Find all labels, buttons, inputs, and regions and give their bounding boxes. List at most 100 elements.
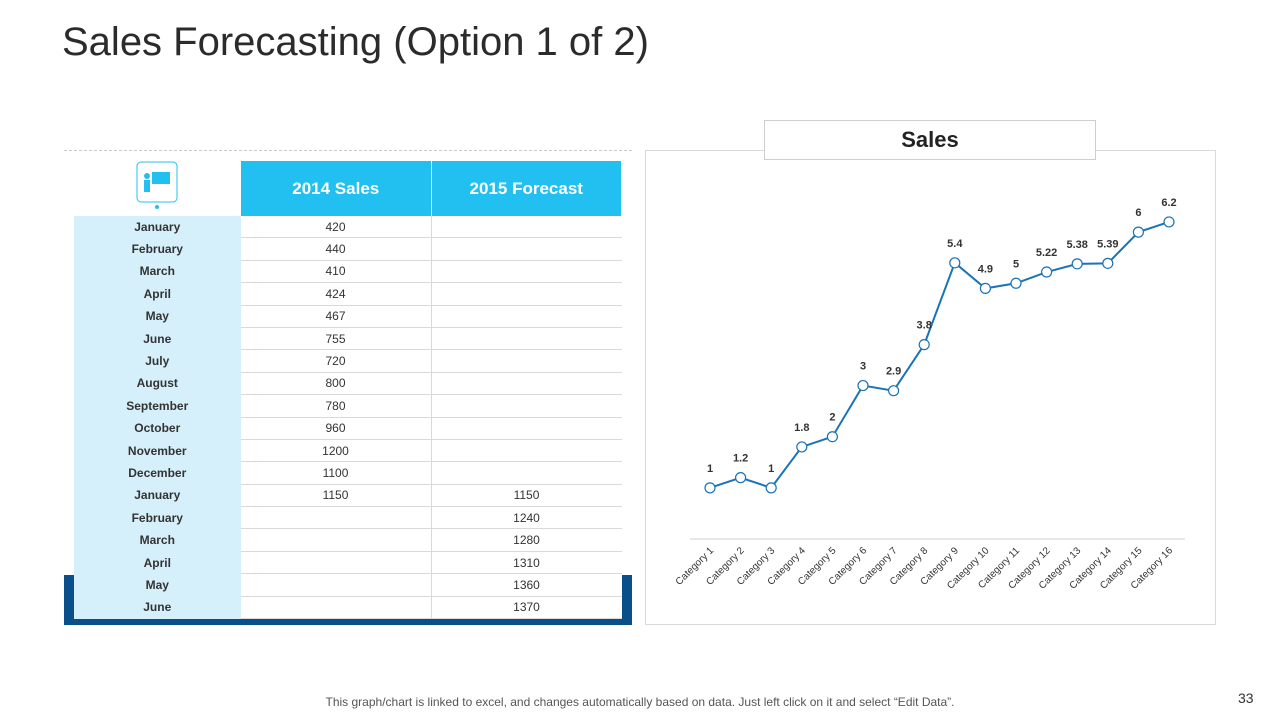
- month-cell: March: [74, 260, 241, 283]
- data-label: 6: [1135, 207, 1141, 219]
- icon-cell: [74, 161, 241, 216]
- value-cell: 800: [240, 372, 432, 396]
- table-row: June 1370: [74, 596, 622, 620]
- table-row: April 1310: [74, 551, 622, 575]
- point: [979, 282, 992, 294]
- table-row: April 424: [74, 282, 622, 306]
- table-row: November 1200: [74, 439, 622, 463]
- value-cell: [431, 372, 622, 396]
- month-cell: October: [74, 417, 241, 440]
- slide-title: Sales Forecasting (Option 1 of 2): [62, 20, 649, 64]
- point: [796, 441, 808, 453]
- point: [765, 482, 777, 494]
- value-cell: 720: [240, 349, 432, 373]
- value-cell: [431, 237, 622, 261]
- value-cell: 1100: [240, 461, 432, 485]
- point: [1040, 266, 1053, 278]
- value-cell: 424: [240, 282, 432, 306]
- value-cell: 1360: [431, 573, 622, 597]
- data-label: 3.8: [917, 320, 932, 332]
- value-cell: 440: [240, 237, 432, 261]
- data-label: 2: [829, 412, 835, 424]
- month-cell: February: [74, 237, 241, 261]
- value-cell: [431, 216, 622, 239]
- month-cell: May: [74, 573, 241, 597]
- month-cell: December: [74, 461, 241, 485]
- table-row: March 1280: [74, 528, 622, 552]
- value-cell: [431, 282, 622, 306]
- data-label: 6.2: [1161, 197, 1176, 209]
- point: [857, 379, 869, 392]
- table-row: December 1100: [74, 461, 622, 485]
- value-cell: 1200: [240, 439, 432, 463]
- value-cell: 1240: [431, 506, 622, 530]
- month-cell: April: [74, 282, 241, 306]
- header-row: 2014 Sales 2015 Forecast: [74, 161, 622, 216]
- month-cell: January: [74, 484, 241, 507]
- value-cell: [431, 305, 622, 328]
- data-label: 5.22: [1036, 247, 1057, 259]
- chart-title: Sales: [764, 120, 1096, 160]
- table-row: May 1360: [74, 573, 622, 597]
- value-cell: 780: [240, 394, 432, 418]
- table-row: June 755: [74, 327, 622, 351]
- value-cell: [431, 417, 622, 440]
- point: [1071, 258, 1083, 270]
- month-cell: June: [74, 596, 241, 619]
- value-cell: [431, 349, 622, 373]
- value-cell: [240, 551, 432, 575]
- data-label: 3: [860, 361, 866, 373]
- footer-note: This graph/chart is linked to excel, and…: [325, 695, 955, 709]
- month-cell: August: [74, 372, 241, 395]
- value-cell: 960: [240, 417, 432, 440]
- table-row: October 960: [74, 417, 622, 440]
- point: [1102, 257, 1114, 269]
- value-cell: [431, 461, 622, 485]
- value-cell: 467: [240, 305, 432, 328]
- data-label: 1.2: [733, 453, 748, 465]
- column-header: 2015 Forecast: [431, 161, 622, 216]
- value-cell: [240, 596, 432, 620]
- point: [826, 431, 839, 443]
- value-cell: 1150: [431, 484, 622, 508]
- column-header: 2014 Sales: [240, 161, 432, 216]
- month-cell: April: [74, 551, 241, 574]
- table-row: July 720: [74, 349, 622, 373]
- point: [704, 482, 716, 494]
- month-cell: January: [74, 216, 241, 238]
- table-panel: [64, 150, 632, 626]
- point: [1010, 277, 1022, 289]
- table-row: May 467: [74, 305, 622, 328]
- data-label: 5: [1013, 258, 1019, 270]
- value-cell: [431, 394, 622, 418]
- sales-line: [709, 220, 1170, 490]
- value-cell: 755: [240, 327, 432, 351]
- value-cell: 1370: [431, 596, 622, 620]
- presenter-icon: [136, 161, 178, 209]
- value-cell: 1150: [240, 484, 432, 508]
- sales-table: 2014 Sales 2015 Forecast January 420 Febru…: [74, 161, 622, 620]
- month-cell: November: [74, 439, 241, 462]
- month-cell: May: [74, 305, 241, 328]
- data-label: 5.4: [947, 238, 963, 250]
- table-row: March 410: [74, 260, 622, 284]
- month-cell: July: [74, 349, 241, 373]
- table-row: September 780: [74, 394, 622, 418]
- value-cell: [240, 573, 432, 597]
- data-label: 2.9: [886, 366, 901, 378]
- data-label: 1.8: [794, 422, 809, 434]
- value-cell: 1310: [431, 551, 622, 575]
- data-label: 5.39: [1097, 238, 1118, 250]
- point: [734, 472, 747, 484]
- table-row: February 440: [74, 237, 622, 261]
- month-cell: September: [74, 394, 241, 418]
- value-cell: 1280: [431, 528, 622, 552]
- point: [1163, 216, 1175, 228]
- value-cell: 420: [240, 216, 432, 239]
- data-label: 5.38: [1066, 239, 1087, 251]
- data-label: 1: [707, 463, 713, 475]
- table-row: January 420: [74, 216, 622, 239]
- value-cell: [240, 528, 432, 552]
